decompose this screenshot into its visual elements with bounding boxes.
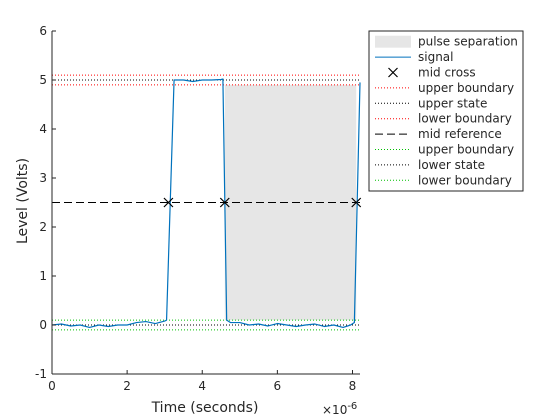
signal-line <box>51 78 361 329</box>
legend-label-3: upper boundary <box>418 81 514 95</box>
legend-label-9: lower boundary <box>418 173 512 187</box>
x-tick-label-2: 4 <box>198 379 206 393</box>
y-tick-label-1: 0 <box>39 318 47 332</box>
y-tick-label-5: 4 <box>39 122 47 136</box>
legend-label-5: lower boundary <box>418 112 512 126</box>
mid-cross-marker-2 <box>351 197 362 208</box>
legend-swatch-2 <box>388 67 398 78</box>
legend-label-4: upper state <box>418 96 487 110</box>
legend-label-7: upper boundary <box>418 143 514 157</box>
legend-swatch-0 <box>375 35 411 48</box>
y-tick-label-6: 5 <box>39 73 47 87</box>
x-exponent-power: -6 <box>347 401 357 412</box>
x-tick-label-0: 0 <box>48 379 56 393</box>
legend-box <box>368 30 524 192</box>
y-tick-label-7: 6 <box>39 24 47 38</box>
legend-label-2: mid cross <box>418 66 476 80</box>
legend-label-1: signal <box>418 50 454 64</box>
x-tick-label-4: 8 <box>349 379 357 393</box>
mid-cross-marker-0 <box>163 197 174 208</box>
svg-text:×10-6: ×10-6 <box>322 401 357 417</box>
legend-label-8: lower state <box>418 158 485 172</box>
legend-label-6: mid reference <box>418 127 502 141</box>
marker-layer <box>163 197 362 208</box>
y-tick-label-3: 2 <box>39 220 47 234</box>
x-tick-label-3: 6 <box>274 379 282 393</box>
plot-area <box>51 74 362 331</box>
y-tick-label-0: -1 <box>35 367 47 381</box>
x-axis-label: Time (seconds) <box>151 400 259 416</box>
x-axis-exponent: ×10-6 <box>322 401 357 417</box>
x-exponent-base: ×10 <box>322 403 347 417</box>
mid-cross-marker-1 <box>219 197 230 208</box>
y-axis-label: Level (Volts) <box>15 158 31 244</box>
y-tick-label-2: 1 <box>39 269 47 283</box>
y-tick-label-4: 3 <box>39 171 47 185</box>
legend-label-0: pulse separation <box>418 35 518 49</box>
signal-layer <box>51 78 361 329</box>
x-tick-label-1: 2 <box>123 379 131 393</box>
